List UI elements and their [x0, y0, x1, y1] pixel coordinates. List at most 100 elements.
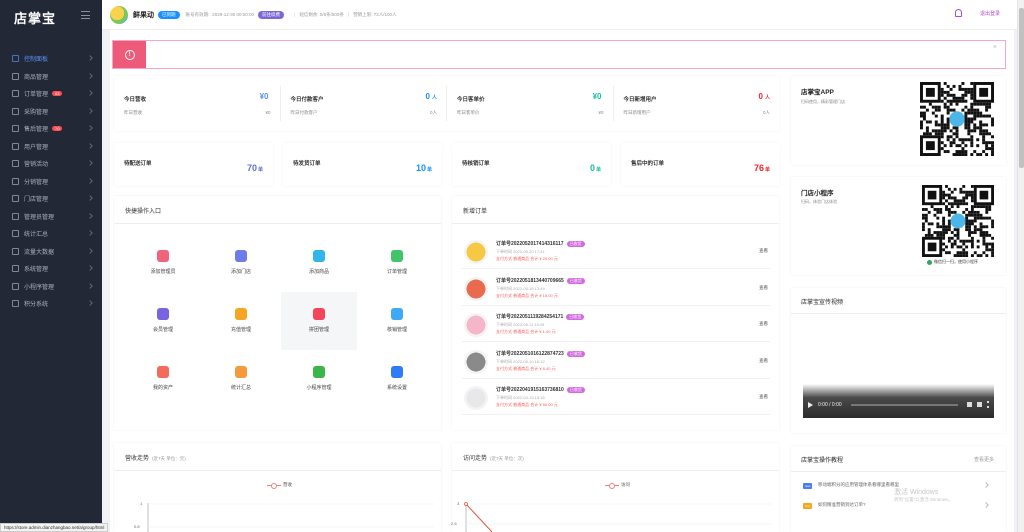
qr-module: [920, 111, 923, 115]
order-summary-card[interactable]: 售后中的订单 76单: [621, 143, 780, 186]
qr-module: [973, 251, 977, 255]
qr-module: [943, 126, 947, 130]
sidebar: 店掌宝 控制面板商品管理 订单管理 63 采购管理 售后管理 70 用户管理 营销活动 分销管理…: [0, 0, 102, 532]
qr-module: [970, 102, 974, 106]
qr-module: [970, 245, 974, 249]
video-progress[interactable]: [850, 403, 958, 406]
alert-icon-box: !: [113, 41, 146, 68]
fullscreen-icon[interactable]: [977, 402, 982, 407]
qr-module: [976, 210, 980, 214]
qr-module: [953, 196, 957, 200]
sidebar-item[interactable]: 控制面板: [0, 50, 102, 68]
tutorial-item[interactable]: hot 如何精准营销到达订单?: [803, 499, 994, 513]
quick-action-item[interactable]: 添加门店: [203, 234, 279, 292]
sidebar-item[interactable]: 订单管理 63: [0, 85, 102, 103]
stat-item: 今日付款客户 昨日付款客户 0 人 0人: [281, 76, 447, 131]
view-order-link[interactable]: 查看: [759, 321, 768, 326]
wechat-icon: [927, 259, 932, 265]
qr-caption: 微信扫一扫，使用小程序: [927, 259, 978, 265]
order-time: 下单时间 2022-05-10 16:12: [496, 358, 545, 364]
quick-action-item[interactable]: 系统设置: [359, 350, 435, 408]
sidebar-item[interactable]: 管理员管理: [0, 208, 102, 226]
quick-action-item[interactable]: 充值管理: [203, 292, 279, 350]
sidebar-item[interactable]: 分销管理: [0, 173, 102, 191]
page-scrollbar[interactable]: [1017, 0, 1024, 532]
bell-icon[interactable]: [954, 9, 962, 17]
sidebar-item[interactable]: 用户管理: [0, 138, 102, 156]
view-order-link[interactable]: 查看: [759, 284, 768, 290]
qr-module: [946, 126, 950, 130]
quick-action-item[interactable]: 拼团管理: [281, 292, 357, 350]
sidebar-item[interactable]: 小程序管理: [0, 278, 102, 296]
quick-action-item[interactable]: 统计汇总: [203, 350, 279, 408]
sidebar-item[interactable]: 流量大数据: [0, 243, 102, 261]
qr-module: [964, 99, 968, 103]
renew-button[interactable]: 前往续费: [258, 10, 285, 19]
view-order-link[interactable]: 查看: [759, 248, 768, 253]
qr-module: [942, 219, 946, 223]
qr-module: [962, 196, 966, 200]
view-order-link[interactable]: 查看: [759, 394, 768, 399]
scrollbar-thumb[interactable]: [1019, 8, 1024, 168]
sidebar-item[interactable]: 系统管理: [0, 260, 102, 278]
qr-module: [988, 105, 992, 109]
qr-module: [952, 153, 956, 156]
sidebar-item[interactable]: 采购管理: [0, 103, 102, 121]
order-row: 订单号2022051119284254171 已收货 下单时间 2022-05-11…: [462, 307, 770, 342]
qr-module: [985, 210, 989, 214]
quick-action-item[interactable]: 我的资产: [125, 350, 201, 408]
quick-action-item[interactable]: 小程序管理: [281, 350, 357, 408]
qr-module: [964, 153, 968, 156]
sidebar-item-label: 控制面板: [24, 57, 49, 64]
sidebar-item[interactable]: 营销活动: [0, 155, 102, 173]
order-summary-card[interactable]: 待配送订单 70单: [114, 143, 273, 186]
play-icon[interactable]: [808, 401, 813, 408]
quick-action-item[interactable]: 核销管理: [359, 292, 435, 350]
qr-module: [970, 141, 974, 145]
chevron-icon: [87, 160, 93, 166]
sidebar-item[interactable]: 门店管理: [0, 190, 102, 208]
qr-module: [955, 153, 959, 156]
qr-module: [946, 117, 950, 121]
close-icon[interactable]: ×: [992, 44, 997, 51]
qr-module: [943, 96, 947, 100]
chevron-icon: [87, 230, 93, 236]
quick-action-item[interactable]: 会员管理: [125, 292, 201, 350]
qr-module: [928, 102, 932, 106]
quick-action-item[interactable]: 添加商品: [281, 234, 357, 292]
more-icon[interactable]: [987, 401, 989, 408]
qr-module: [934, 129, 938, 133]
volume-icon[interactable]: [967, 402, 972, 407]
order-summary-card[interactable]: 待发货订单 10单: [283, 143, 442, 186]
qr-module: [953, 254, 957, 257]
qr-module: [942, 231, 946, 234]
qr-module: [937, 129, 941, 133]
quick-action-item[interactable]: 订单管理: [359, 234, 435, 292]
sidebar-item-label: 管理员管理: [24, 214, 55, 221]
sidebar-item[interactable]: 统计汇总: [0, 225, 102, 243]
menu-item-icon: [12, 195, 19, 203]
divider: [452, 223, 779, 224]
sidebar-item[interactable]: 积分系统: [0, 295, 102, 313]
qr-module: [968, 219, 971, 223]
qr-module: [985, 153, 989, 156]
qr-module: [973, 123, 977, 127]
view-order-link[interactable]: 查看: [759, 357, 768, 363]
tutorial-item[interactable]: new 移动端积分的应用管理体系看哪里看哪里: [803, 479, 994, 493]
menu-collapse-icon[interactable]: [81, 11, 90, 19]
sidebar-item[interactable]: 售后管理 70: [0, 120, 102, 138]
logout-link[interactable]: 退出登录: [979, 10, 1000, 17]
tutorial-badge: new: [803, 483, 812, 489]
order-summary-card[interactable]: 待核销订单 0单: [452, 143, 611, 186]
qr-module: [950, 210, 954, 214]
qr-module: [988, 248, 992, 252]
quick-action-item[interactable]: 添加管理员: [125, 234, 201, 292]
qr-module: [947, 228, 951, 232]
qr-module: [970, 153, 974, 156]
app-logo: 店掌宝: [14, 10, 57, 26]
tutorial-more-link[interactable]: 查看更多: [973, 457, 994, 463]
stat-item: 今日新增用户 昨日新增用户 0 人 0人: [614, 76, 781, 131]
qr-module: [991, 248, 994, 252]
video-player[interactable]: 0:00 / 0:00: [803, 384, 994, 418]
sidebar-item[interactable]: 商品管理: [0, 68, 102, 86]
